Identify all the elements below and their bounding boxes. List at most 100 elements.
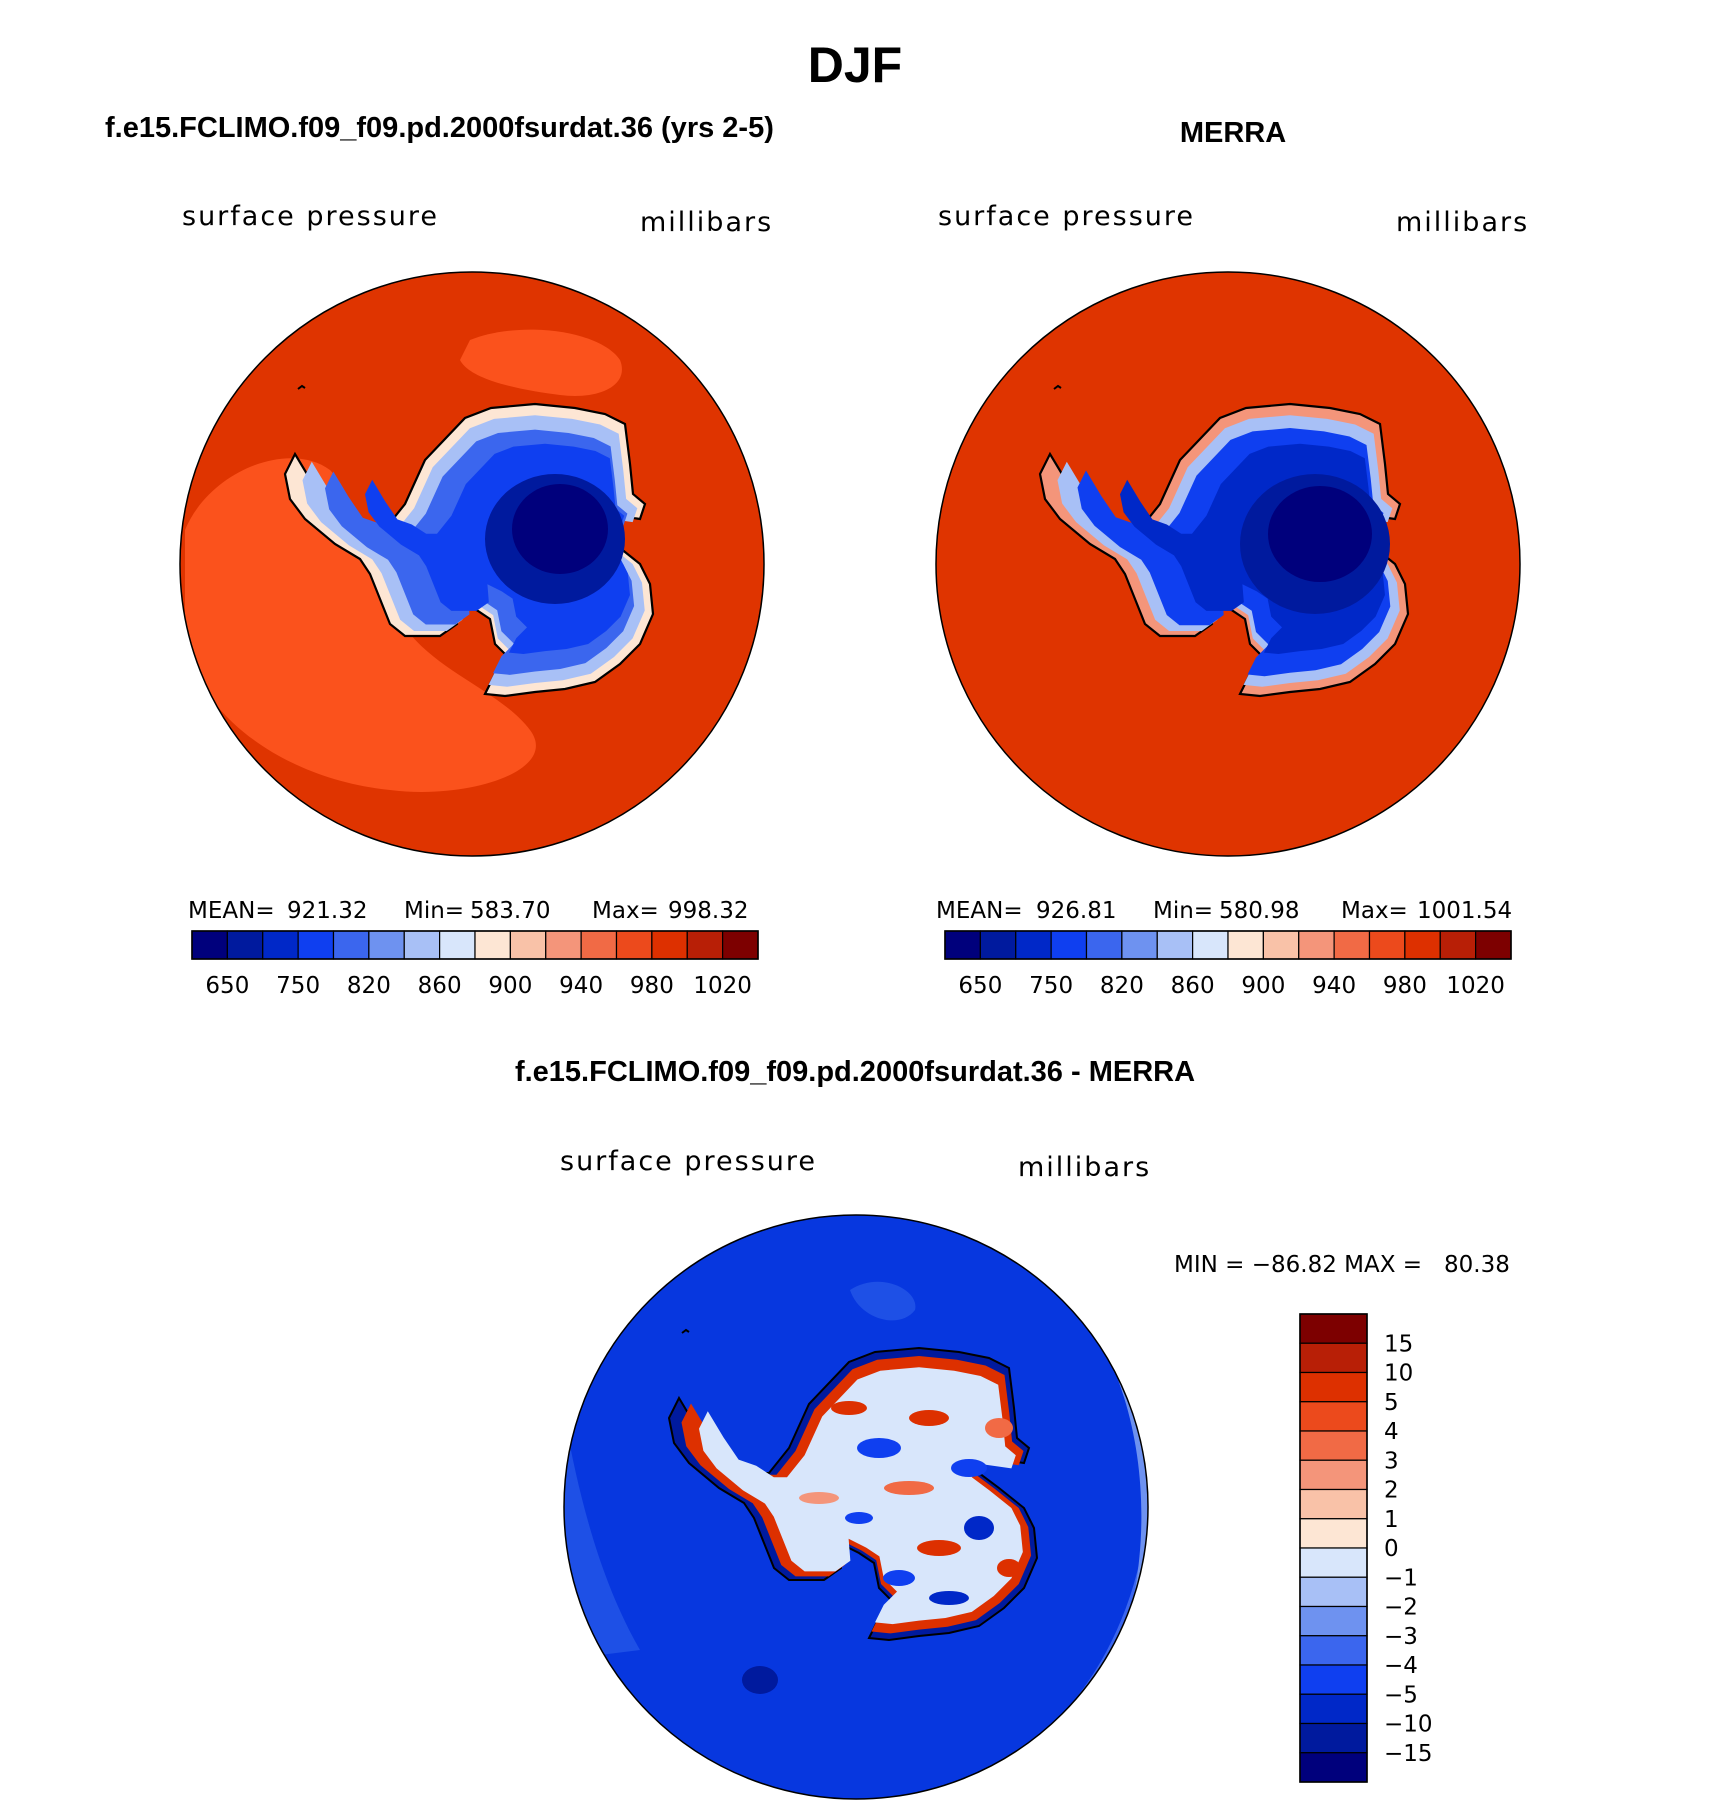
colorbar-box (1299, 1576, 1368, 1608)
colorbar-box (1439, 930, 1477, 960)
panel-merra-mean-label: MEAN= (936, 898, 1023, 924)
colorbar-tick-label: 15 (1384, 1331, 1413, 1357)
colorbar-frame (1299, 1313, 1368, 1783)
panel-model-units: millibars (640, 207, 773, 238)
colorbar-box (1333, 930, 1371, 960)
panel-merra-variable: surface pressure (938, 201, 1195, 232)
colorbar-tick-label: 650 (958, 973, 1002, 999)
colorbar-box (368, 930, 405, 960)
colorbar-tick-label: 1 (1384, 1507, 1399, 1533)
panel-model-min-label: Min= (404, 898, 464, 924)
panel-merra-units: millibars (1396, 207, 1529, 238)
colorbar-tick-label: −15 (1384, 1741, 1433, 1767)
panel-merra-mean-value: 926.81 (1036, 898, 1116, 924)
ocean-low-band-north (460, 329, 622, 396)
panel-difference-range: MIN = −86.82 MAX = 80.38 (1174, 1252, 1510, 1278)
colorbar-tick-label: 940 (1312, 973, 1356, 999)
panel-merra-map (936, 272, 1520, 856)
colorbar-box (1192, 930, 1229, 960)
colorbar-box (1299, 1518, 1368, 1549)
panel-merra-min-value: 580.98 (1219, 898, 1299, 924)
panel-model-mean-label: MEAN= (188, 898, 275, 924)
panel-difference: f.e15.FCLIMO.f09_f09.pd.2000fsurdat.36 -… (515, 1056, 1510, 1800)
colorbar-box (1262, 930, 1300, 960)
panel-model: f.e15.FCLIMO.f09_f09.pd.2000fsurdat.36 (… (105, 112, 774, 999)
colorbar-box (651, 930, 688, 960)
colorbar-tick-label: 980 (1383, 973, 1427, 999)
colorbar-tick-label: 860 (1171, 973, 1215, 999)
colorbar-box (615, 930, 653, 960)
colorbar-box (1299, 1371, 1368, 1403)
colorbar-tick-label: 1020 (1446, 973, 1505, 999)
colorbar-box (1299, 1401, 1368, 1432)
colorbar-tick-label: 2 (1384, 1478, 1399, 1504)
colorbar-tick-label: 10 (1384, 1361, 1413, 1387)
colorbar-tick-label: 4 (1384, 1419, 1399, 1445)
panel-model-min-value: 583.70 (470, 898, 550, 924)
colorbar-box (439, 930, 476, 960)
colorbar-box (979, 930, 1017, 960)
panel-model-colorbar: 650 750 820 860 900 940 980 1020 (191, 930, 759, 999)
colorbar-box (297, 930, 335, 960)
colorbar-box (580, 930, 618, 960)
colorbar-tick-label: 820 (347, 973, 391, 999)
panel-model-max-value: 998.32 (668, 898, 748, 924)
colorbar-tick-label: −3 (1384, 1624, 1418, 1650)
map-boundary (563, 1214, 1149, 1800)
colorbar-tick-label: −1 (1384, 1565, 1418, 1591)
colorbar-box (1299, 1313, 1368, 1344)
island-outline (1053, 384, 1062, 390)
map-boundary (935, 271, 1521, 857)
interior-anomaly-patches (799, 1401, 1021, 1605)
panel-model-title: f.e15.FCLIMO.f09_f09.pd.2000fsurdat.36 (… (105, 112, 774, 144)
panel-merra-min-label: Min= (1153, 898, 1213, 924)
colorbar-tick-label: 980 (630, 973, 674, 999)
colorbar-box (1475, 930, 1512, 960)
colorbar-box (1299, 1693, 1368, 1725)
colorbar-tick-label: −2 (1384, 1595, 1418, 1621)
figure-title: DJF (808, 37, 902, 93)
panel-model-mean-value: 921.32 (287, 898, 367, 924)
ice-sheet-dome (512, 484, 608, 574)
panel-merra-colorbar: 650 750 820 860 900 940 980 1020 (944, 930, 1512, 999)
panel-merra: MERRA surface pressure millibars MEAN= 9… (935, 117, 1529, 999)
colorbar-box (403, 930, 441, 960)
colorbar-tick-label: 750 (276, 973, 320, 999)
colorbar-box (944, 930, 981, 960)
colorbar-tick-label: 860 (418, 973, 462, 999)
colorbar-tick-label: 900 (488, 973, 532, 999)
colorbar-box (686, 930, 724, 960)
colorbar-frame (944, 930, 1512, 960)
panel-merra-title: MERRA (1180, 117, 1286, 149)
colorbar-box (1299, 1459, 1368, 1491)
colorbar-box (1299, 1664, 1368, 1695)
colorbar-box (722, 930, 759, 960)
colorbar-box (262, 930, 299, 960)
colorbar-box (1298, 930, 1335, 960)
panel-merra-max-value: 1001.54 (1417, 898, 1512, 924)
panel-model-max-label: Max= (592, 898, 659, 924)
colorbar-box (1299, 1605, 1368, 1637)
colorbar-frame (191, 930, 759, 960)
colorbar-tick-label: −10 (1384, 1712, 1433, 1738)
colorbar-box (1015, 930, 1052, 960)
colorbar-box (1299, 1547, 1368, 1578)
colorbar-box (1299, 1342, 1368, 1374)
colorbar-box (1299, 1752, 1368, 1783)
panel-model-map (180, 272, 764, 856)
colorbar-box (191, 930, 228, 960)
colorbar-tick-label: 750 (1029, 973, 1073, 999)
colorbar-box (509, 930, 547, 960)
panel-difference-variable: surface pressure (560, 1146, 817, 1177)
colorbar-tick-label: 650 (205, 973, 249, 999)
colorbar-box (1156, 930, 1194, 960)
colorbar-box (1368, 930, 1406, 960)
panel-difference-map (564, 1215, 1148, 1799)
colorbar-tick-label: 5 (1384, 1390, 1399, 1416)
colorbar-tick-label: −4 (1384, 1653, 1418, 1679)
colorbar-box (1299, 1430, 1368, 1461)
ocean-patch (742, 1666, 778, 1694)
panel-merra-max-label: Max= (1341, 898, 1408, 924)
